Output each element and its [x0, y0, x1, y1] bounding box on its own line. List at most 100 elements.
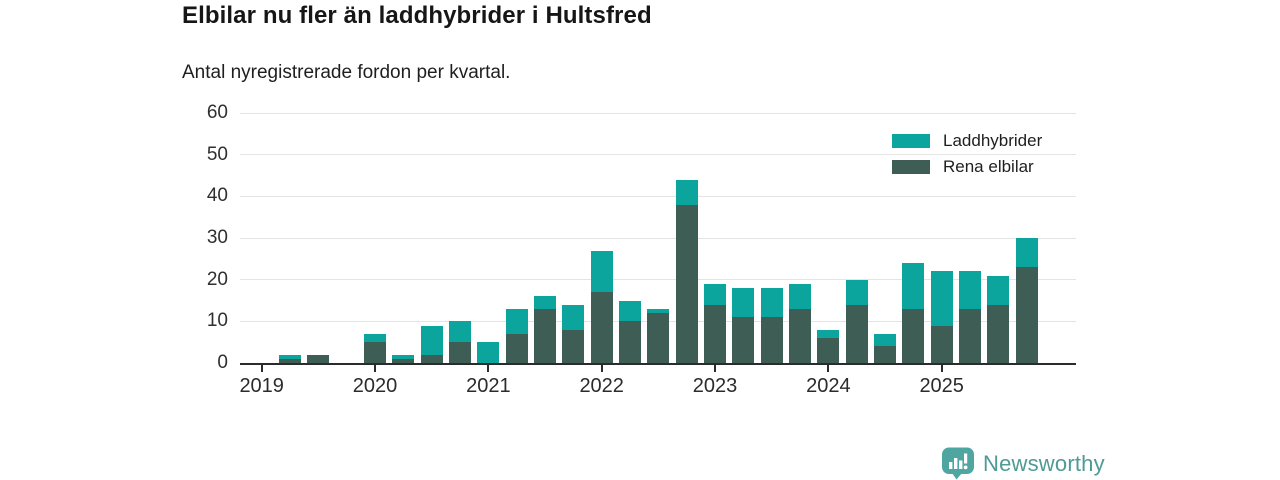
x-axis-tick — [487, 365, 490, 372]
bar-segment-rena-elbilar — [845, 304, 868, 363]
bar-segment-laddhybrider — [505, 308, 528, 334]
x-axis-tick — [940, 365, 943, 372]
bar-segment-rena-elbilar — [420, 354, 443, 363]
chart-subtitle: Antal nyregistrerade fordon per kvartal. — [182, 62, 511, 83]
bar-segment-laddhybrider — [704, 283, 727, 305]
bar-2020-Q4 — [449, 321, 472, 363]
bar-2025-Q3 — [987, 275, 1010, 363]
bar-segment-rena-elbilar — [307, 354, 330, 363]
bar-segment-laddhybrider — [420, 325, 443, 355]
bar-segment-laddhybrider — [902, 263, 925, 309]
x-axis-tick — [714, 365, 717, 372]
bar-2020-Q2 — [392, 354, 415, 363]
y-axis-tick-label: 40 — [206, 185, 228, 207]
gridline-y-50 — [240, 154, 1076, 156]
bar-2024-Q2 — [845, 279, 868, 363]
bar-segment-rena-elbilar — [392, 358, 415, 363]
bar-segment-rena-elbilar — [930, 325, 953, 363]
bar-segment-laddhybrider — [534, 296, 557, 309]
bar-segment-rena-elbilar — [505, 333, 528, 363]
legend-swatch — [892, 160, 930, 174]
bar-segment-laddhybrider — [647, 308, 670, 313]
bar-segment-laddhybrider — [817, 329, 840, 338]
bar-segment-rena-elbilar — [449, 342, 472, 363]
legend-label: Rena elbilar — [943, 157, 1034, 176]
bar-segment-rena-elbilar — [364, 342, 387, 363]
x-axis-year-label: 2025 — [919, 375, 964, 397]
y-axis-tick-label: 20 — [206, 268, 228, 290]
bar-2025-Q2 — [959, 271, 982, 363]
bar-segment-rena-elbilar — [590, 292, 613, 363]
bar-2023-Q4 — [789, 283, 812, 363]
bar-2024-Q3 — [874, 333, 897, 363]
bar-segment-rena-elbilar — [1015, 267, 1038, 363]
x-axis-tick — [260, 365, 263, 372]
legend-swatch — [892, 134, 930, 148]
bar-2021-Q1 — [477, 342, 500, 363]
bar-segment-laddhybrider — [987, 275, 1010, 305]
legend-label: Laddhybrider — [943, 131, 1043, 150]
bar-segment-laddhybrider — [449, 321, 472, 343]
bar-segment-laddhybrider — [959, 271, 982, 309]
bar-2021-Q4 — [562, 304, 585, 363]
bar-2025-Q1 — [930, 271, 953, 363]
bar-segment-laddhybrider — [930, 271, 953, 326]
bar-segment-rena-elbilar — [760, 317, 783, 363]
bar-2024-Q1 — [817, 329, 840, 363]
bar-segment-rena-elbilar — [732, 317, 755, 363]
x-axis-year-label: 2023 — [692, 375, 738, 397]
bar-segment-laddhybrider — [477, 342, 500, 363]
y-axis-tick-label: 30 — [206, 227, 228, 248]
bar-2022-Q1 — [590, 250, 613, 363]
x-axis-year-label: 2021 — [466, 375, 511, 397]
bar-2022-Q3 — [647, 308, 670, 363]
legend-item: Rena elbilar — [892, 156, 1042, 178]
bar-segment-laddhybrider — [732, 288, 755, 318]
bar-2020-Q3 — [420, 325, 443, 363]
bar-2021-Q2 — [505, 308, 528, 363]
bar-2024-Q4 — [902, 263, 925, 363]
bar-segment-laddhybrider — [845, 279, 868, 305]
bar-segment-rena-elbilar — [817, 338, 840, 363]
bar-segment-rena-elbilar — [874, 346, 897, 363]
bar-segment-laddhybrider — [590, 250, 613, 293]
legend: Laddhybrider Rena elbilar — [892, 130, 1042, 182]
bar-2023-Q1 — [704, 283, 727, 363]
bar-segment-laddhybrider — [760, 288, 783, 318]
x-axis-year-label: 2022 — [579, 375, 624, 397]
plot-area — [240, 112, 1076, 372]
bar-segment-rena-elbilar — [279, 358, 302, 363]
gridline-y-60 — [240, 112, 1076, 114]
bar-segment-laddhybrider — [562, 304, 585, 330]
bar-segment-rena-elbilar — [704, 304, 727, 363]
bar-2025-Q4 — [1015, 238, 1038, 363]
chart-title: Elbilar nu fler än laddhybrider i Hultsf… — [182, 2, 652, 29]
y-axis-tick-label: 50 — [206, 143, 228, 165]
y-axis-tick-label: 10 — [206, 310, 228, 332]
bar-2023-Q3 — [760, 288, 783, 363]
bar-segment-rena-elbilar — [902, 308, 925, 363]
bar-segment-laddhybrider — [675, 179, 698, 205]
y-axis-tick-label: 60 — [206, 102, 228, 123]
bar-segment-rena-elbilar — [534, 308, 557, 363]
x-axis-year-label: 2020 — [352, 375, 398, 397]
x-axis-line — [240, 363, 1076, 365]
bar-2019-Q3 — [307, 354, 330, 363]
brand-footer: Newsworthy — [941, 447, 1105, 480]
x-axis-year-label: 2024 — [806, 375, 851, 397]
bar-segment-laddhybrider — [619, 300, 642, 322]
bar-2022-Q4 — [675, 179, 698, 363]
bar-segment-rena-elbilar — [647, 313, 670, 363]
bar-segment-rena-elbilar — [619, 321, 642, 363]
gridline-y-30 — [240, 237, 1076, 239]
bar-2019-Q2 — [279, 354, 302, 363]
bar-2022-Q2 — [619, 300, 642, 363]
bar-segment-rena-elbilar — [562, 329, 585, 363]
brand-name: Newsworthy — [983, 450, 1105, 476]
bar-segment-laddhybrider — [392, 354, 415, 359]
x-axis-year-label: 2019 — [239, 375, 284, 397]
bar-2021-Q3 — [534, 296, 557, 363]
legend-item: Laddhybrider — [892, 130, 1042, 152]
bar-segment-rena-elbilar — [789, 308, 812, 363]
